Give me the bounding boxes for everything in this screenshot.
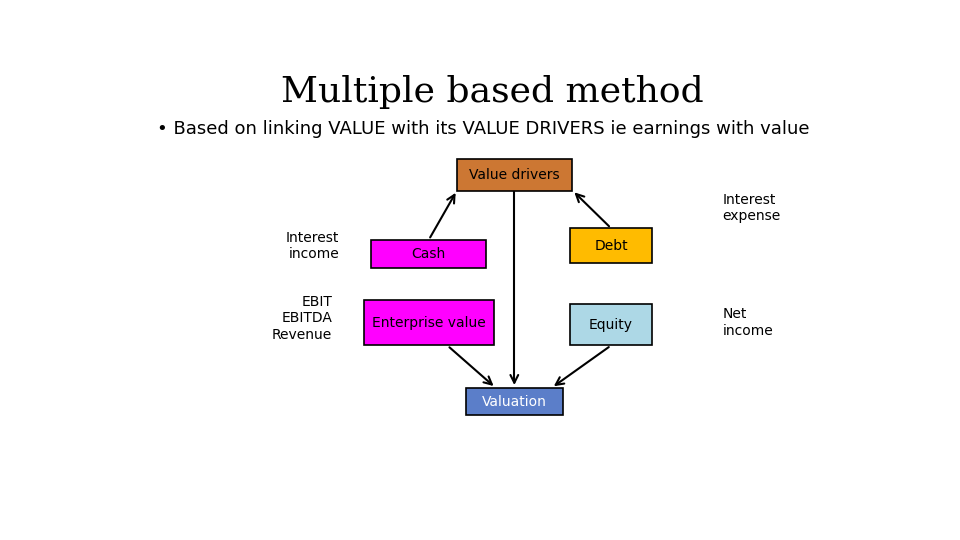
Text: Net
income: Net income xyxy=(723,307,774,338)
Text: Equity: Equity xyxy=(589,318,633,332)
FancyBboxPatch shape xyxy=(364,300,493,346)
Text: Multiple based method: Multiple based method xyxy=(280,75,704,109)
Text: Value drivers: Value drivers xyxy=(469,168,560,182)
FancyBboxPatch shape xyxy=(570,304,652,346)
Text: Cash: Cash xyxy=(412,247,445,261)
Text: Valuation: Valuation xyxy=(482,395,547,409)
FancyBboxPatch shape xyxy=(372,240,487,268)
Text: Interest
expense: Interest expense xyxy=(723,193,780,224)
Text: EBIT
EBITDA
Revenue: EBIT EBITDA Revenue xyxy=(272,295,332,342)
Text: Enterprise value: Enterprise value xyxy=(372,315,486,329)
Text: Debt: Debt xyxy=(594,239,628,253)
Text: • Based on linking VALUE with its VALUE DRIVERS ie earnings with value: • Based on linking VALUE with its VALUE … xyxy=(157,120,809,138)
FancyBboxPatch shape xyxy=(570,228,652,264)
Text: Interest
income: Interest income xyxy=(286,231,340,261)
FancyBboxPatch shape xyxy=(457,159,572,191)
FancyBboxPatch shape xyxy=(466,388,563,415)
